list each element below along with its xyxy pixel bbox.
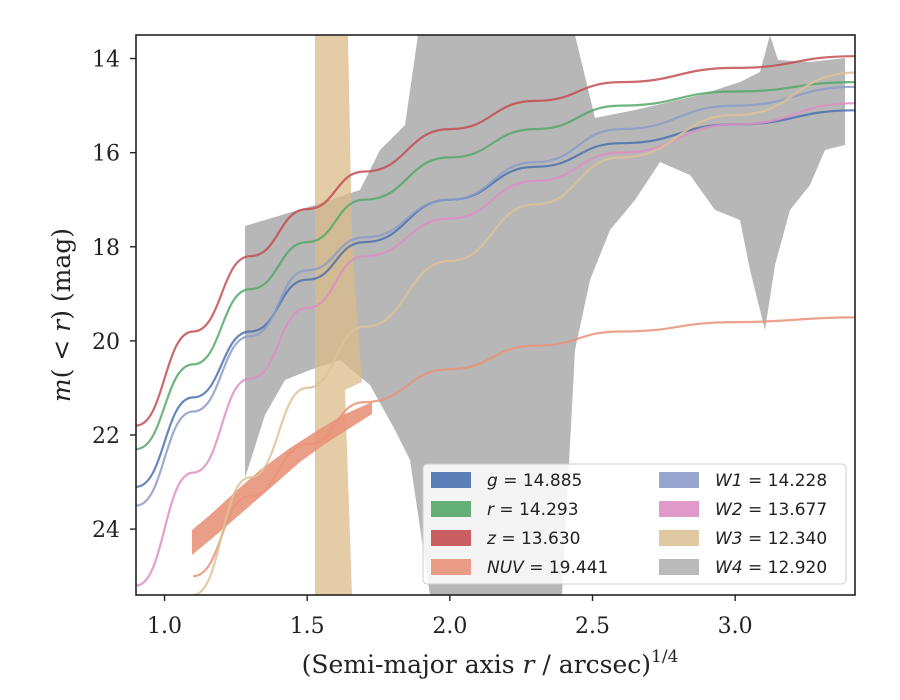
series-line-r [136,81,855,451]
band-nuv [192,402,372,555]
y-axis-label: m( < r) (mag) [47,228,76,402]
y-tick-label: 14 [92,48,120,73]
x-axis-label-exponent: 1/4 [651,647,678,667]
legend-label-w1: W1 = 14.228 [715,471,827,491]
y-axis-ticks: 14 16 18 20 22 24 [92,48,136,543]
profile-curves [136,55,855,595]
legend-swatch-r [431,501,471,517]
x-tick-label: 2.5 [575,614,610,639]
y-tick-label: 22 [92,424,120,449]
y-tick-label: 20 [92,330,120,355]
x-axis-label-main: (Semi-major axis [302,650,523,679]
x-axis-label-var: r [523,650,537,679]
legend-label-w2: W2 = 13.677 [715,500,827,520]
legend-box [422,463,847,585]
legend-swatch-w4 [659,559,699,575]
y-axis-label-close: ) [47,310,76,320]
legend-label-nuv: NUV = 19.441 [487,558,608,578]
legend-label-w4: W4 = 12.920 [715,558,827,578]
y-tick-label: 24 [92,518,120,543]
legend-label-z: z = 13.630 [486,529,580,549]
legend-swatch-w3 [659,530,699,546]
series-line-w3 [192,71,855,595]
y-axis-label-open: ( [47,369,76,379]
y-axis-label-var: r [47,318,76,332]
legend-label-r: r = 14.293 [487,500,579,520]
legend: g = 14.885 r = 14.293 z = 13.630 NUV = 19.4… [422,463,847,585]
y-axis-label-lt: < [47,332,76,369]
legend-swatch-z [431,530,471,546]
band-w3 [315,35,362,595]
series-line-z [136,55,855,427]
band-w4 [245,35,845,595]
x-axis-label-unit: / arcsec) [534,650,651,679]
legend-swatch-g [431,472,471,488]
x-tick-label: 2.0 [432,614,467,639]
y-axis-label-unit: (mag) [47,228,76,310]
series-line-nuv [192,316,855,578]
y-tick-label: 18 [92,236,120,261]
x-axis-ticks: 1.0 1.5 2.0 2.5 3.0 [147,595,753,639]
legend-label-g: g = 14.885 [487,471,582,491]
x-tick-label: 3.0 [718,614,753,639]
legend-swatch-w1 [659,472,699,488]
series-line-w1 [136,85,855,507]
x-tick-label: 1.5 [290,614,325,639]
series-line-w2 [136,102,855,587]
legend-swatch-nuv [431,559,471,575]
x-axis-label: (Semi-major axis r / arcsec)1/4 [302,647,679,679]
plot-frame [135,34,856,596]
y-tick-label: 16 [92,142,120,167]
legend-swatch-w2 [659,501,699,517]
legend-label-w3: W3 = 12.340 [715,529,827,549]
y-axis-label-m: m [47,378,76,402]
x-tick-label: 1.0 [147,614,182,639]
